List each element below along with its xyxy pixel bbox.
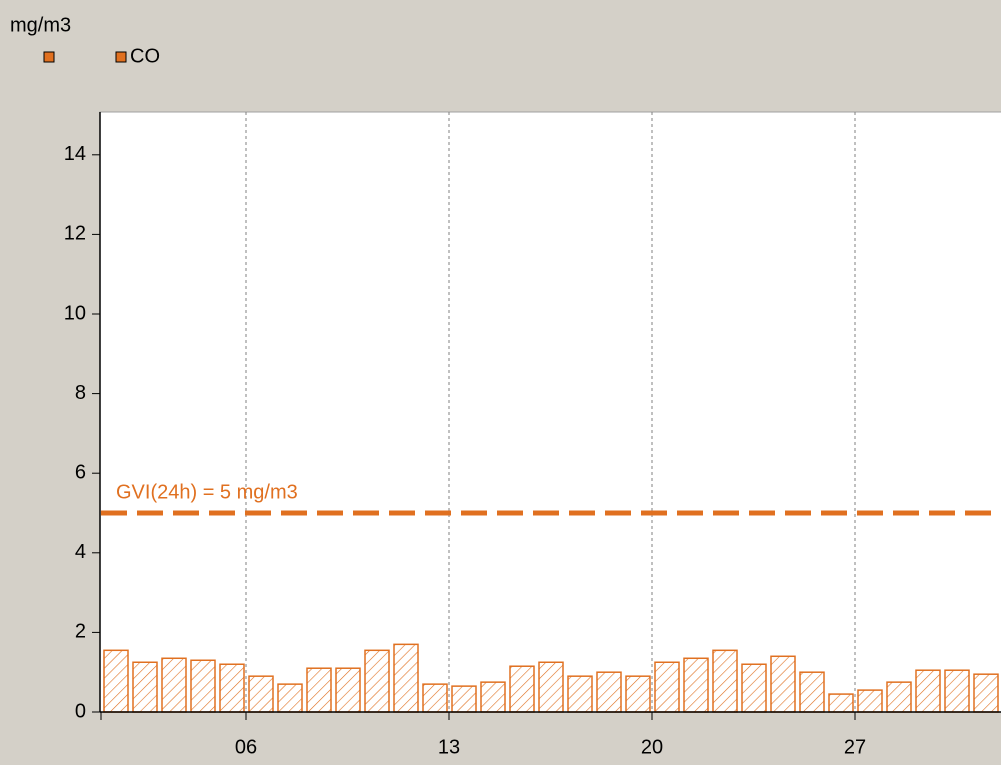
x-tick-label: 13 — [438, 736, 460, 758]
x-tick-label: 27 — [844, 736, 866, 758]
bar — [393, 643, 419, 713]
bar — [190, 659, 216, 713]
y-axis-label: mg/m3 — [10, 14, 71, 36]
y-tick-label: 10 — [64, 302, 86, 324]
bar — [596, 671, 622, 713]
bar — [219, 663, 245, 713]
x-tick-label: 20 — [641, 736, 663, 758]
bar — [509, 665, 535, 713]
legend-swatch — [115, 51, 127, 63]
bar — [248, 675, 274, 713]
y-tick-label: 6 — [75, 461, 86, 483]
legend-swatch — [43, 51, 55, 63]
bar — [799, 671, 825, 713]
bar — [741, 663, 767, 713]
bar — [132, 661, 158, 713]
bar — [538, 661, 564, 713]
bar — [625, 675, 651, 713]
bar — [161, 657, 187, 713]
y-tick-label: 0 — [75, 700, 86, 722]
y-tick-label: 14 — [64, 143, 86, 165]
y-tick-label: 2 — [75, 621, 86, 643]
bar — [451, 685, 477, 713]
bar — [103, 649, 129, 713]
bar — [422, 683, 448, 713]
legend-label: CO — [130, 45, 160, 67]
plot-area — [99, 111, 1001, 713]
bar — [364, 649, 390, 713]
bar — [712, 649, 738, 713]
bar — [480, 681, 506, 713]
threshold-label: GVI(24h) = 5 mg/m3 — [116, 481, 298, 503]
y-tick-label: 8 — [75, 382, 86, 404]
bar — [770, 655, 796, 713]
bar — [973, 673, 999, 713]
bar — [306, 667, 332, 713]
bar — [654, 661, 680, 713]
bar — [567, 675, 593, 713]
y-tick-label: 12 — [64, 223, 86, 245]
bar — [886, 681, 912, 713]
bar — [277, 683, 303, 713]
bar — [915, 669, 941, 713]
bar — [944, 669, 970, 713]
bar — [828, 693, 854, 713]
bar — [335, 667, 361, 713]
bar — [857, 689, 883, 713]
x-tick-label: 06 — [235, 736, 257, 758]
y-tick-label: 4 — [75, 541, 86, 563]
bar — [683, 657, 709, 713]
